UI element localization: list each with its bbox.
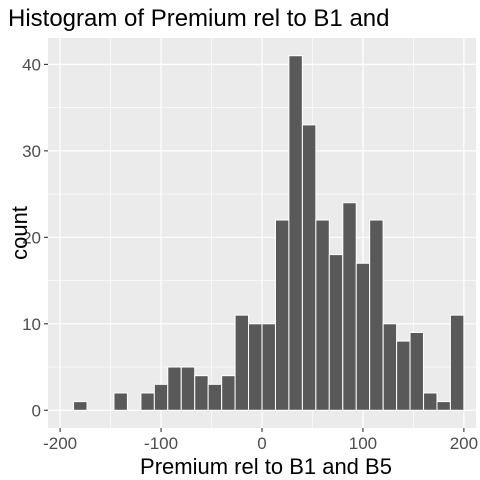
histogram-bars (73, 55, 465, 411)
histogram-bar (288, 55, 303, 411)
histogram-bar (396, 340, 411, 411)
histogram-bar (140, 392, 155, 411)
x-tick-label: 0 (257, 434, 266, 453)
histogram-bar (274, 219, 290, 411)
x-tick-label: 100 (349, 434, 377, 453)
histogram-bar (207, 383, 223, 411)
histogram-bar (355, 262, 371, 411)
histogram-bar (113, 392, 128, 411)
x-tick-label: -100 (144, 434, 178, 453)
x-axis-ticks: -200 -100 0 100 200 (43, 428, 478, 453)
histogram-bar (234, 314, 250, 411)
y-tick-label: 10 (22, 315, 41, 334)
y-tick-label: 20 (22, 228, 41, 247)
histogram-bar (221, 375, 236, 411)
y-axis-ticks: 0 10 20 30 40 (22, 55, 48, 420)
histogram-bar (194, 375, 209, 411)
histogram-bar (73, 401, 88, 411)
histogram-bar (342, 202, 357, 411)
histogram-bar (436, 401, 451, 411)
histogram-bar (423, 392, 438, 411)
y-tick-label: 30 (22, 142, 41, 161)
histogram-bar (153, 383, 169, 411)
y-axis-title: count (7, 206, 32, 260)
y-tick-label: 40 (22, 55, 41, 74)
x-tick-label: 200 (450, 434, 478, 453)
histogram-bar (382, 323, 398, 411)
histogram-bar (261, 323, 276, 411)
histogram-bar (301, 124, 317, 411)
major-gridlines (48, 38, 476, 428)
histogram-bar (167, 366, 182, 411)
histogram-bar (248, 323, 263, 411)
y-tick-label: 0 (32, 401, 41, 420)
x-tick-label: -200 (43, 434, 77, 453)
x-axis-title: Premium rel to B1 and B5 (140, 454, 392, 479)
histogram-bar (180, 366, 196, 411)
chart-title: Histogram of Premium rel to B1 and (8, 5, 389, 32)
histogram-bar (369, 219, 384, 411)
histogram-bar (315, 219, 330, 411)
histogram-bar (409, 331, 424, 411)
histogram-bar (328, 254, 344, 411)
histogram-bar (449, 314, 465, 411)
